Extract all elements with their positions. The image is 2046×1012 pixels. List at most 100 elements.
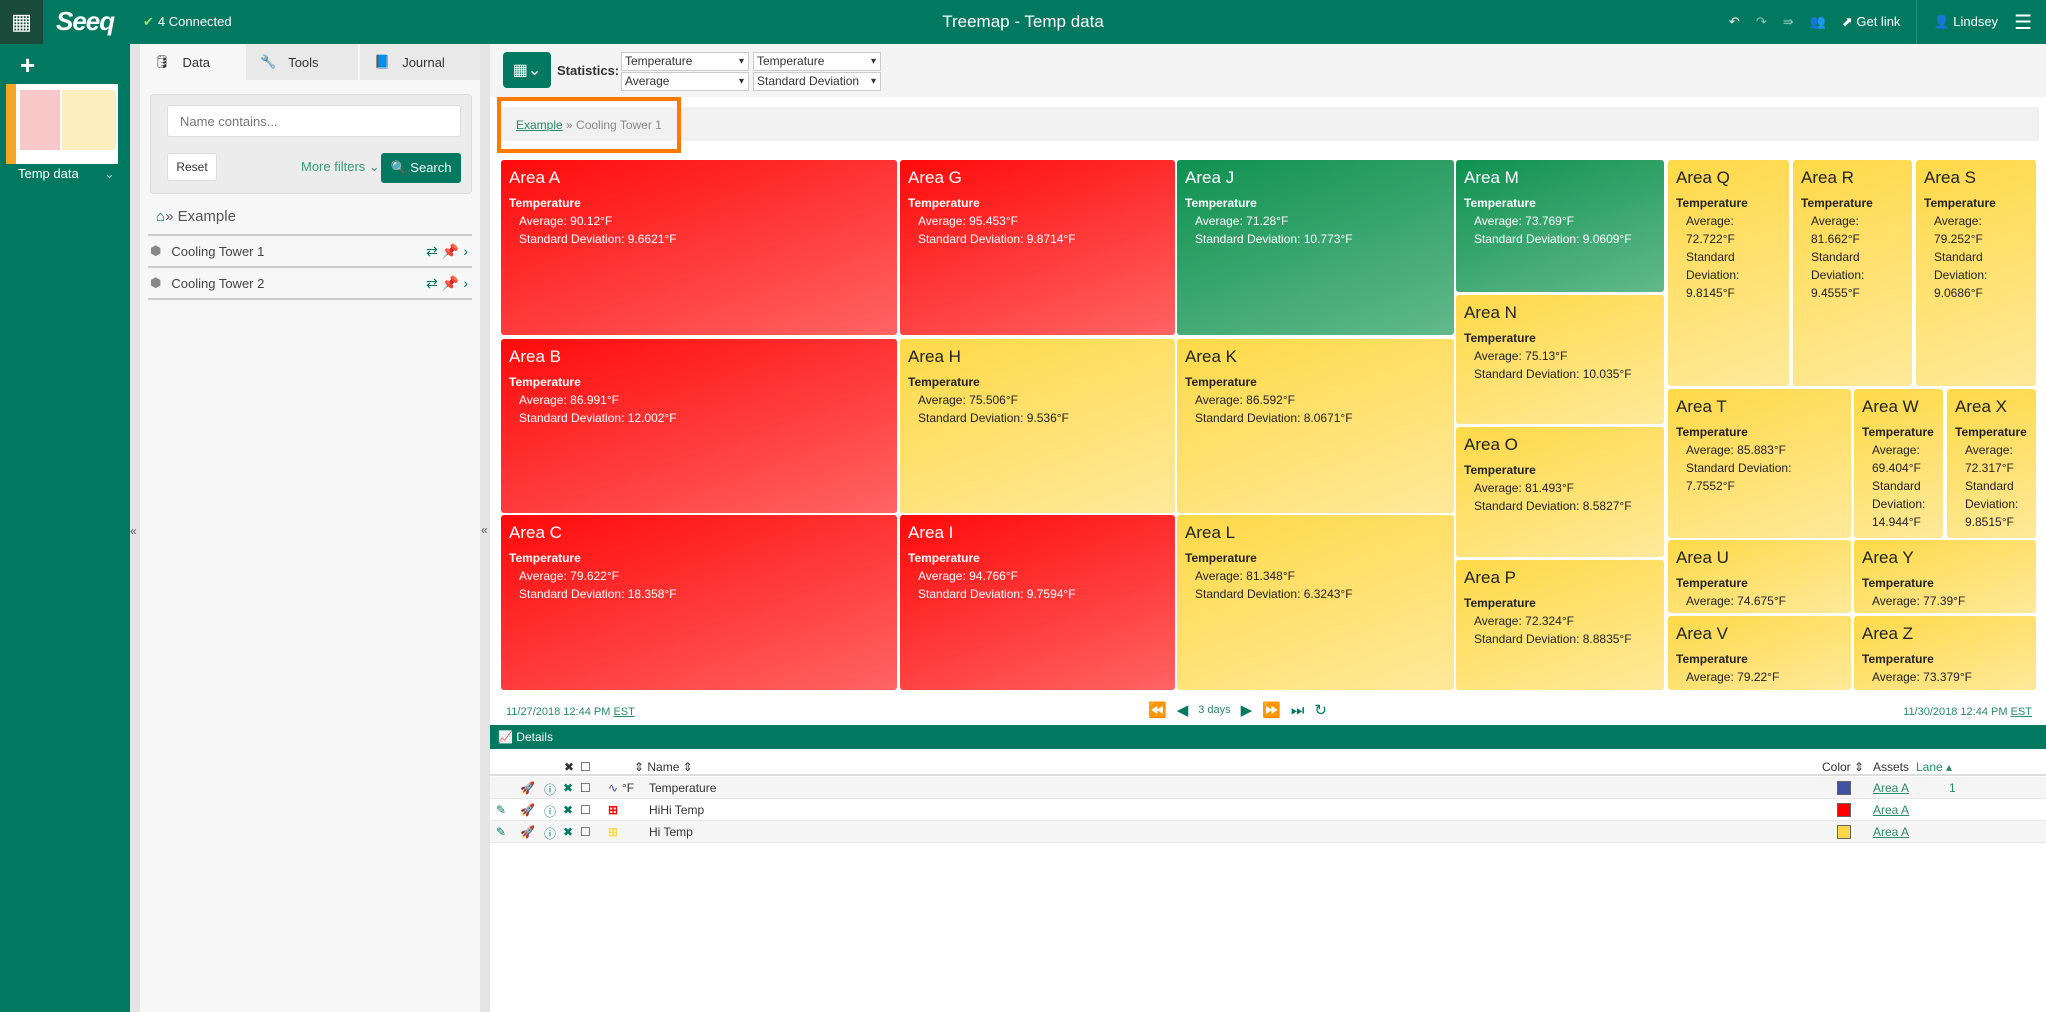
rocket-icon[interactable]: 🚀 [520, 781, 535, 795]
worksheet-label[interactable]: Temp data [18, 166, 79, 181]
treemap-tile[interactable]: Area J Temperature Average: 71.28°F Standar… [1177, 160, 1454, 335]
treemap-tile[interactable]: Area G Temperature Average: 95.453°F Standa… [900, 160, 1175, 335]
collapse-rail-icon[interactable]: « [130, 524, 137, 538]
treemap-tile[interactable]: Area P Temperature Average: 72.324°F Standa… [1456, 560, 1664, 690]
more-filters-link[interactable]: More filters ⌄ [301, 159, 380, 174]
color-swatch[interactable] [1837, 781, 1851, 795]
swap-icon[interactable]: ⇄ [426, 274, 442, 291]
chevron-right-icon[interactable]: › [463, 274, 472, 291]
seeq-logo[interactable]: Seeq [56, 6, 115, 36]
assets-column-header[interactable]: Assets [1873, 760, 1910, 774]
remove-icon[interactable]: ✖ [563, 781, 574, 795]
row-checkbox[interactable]: ☐ [580, 825, 591, 839]
treemap-tile[interactable]: Area Z Temperature Average: 73.379°F [1854, 616, 2036, 690]
treemap-tile[interactable]: Area S Temperature Average: 79.252°F Standa… [1916, 160, 2036, 386]
tab-data[interactable]: 🛢 Data [140, 44, 244, 80]
view-selector-button[interactable]: ▦ ⌄ [503, 52, 551, 88]
treemap-tile[interactable]: Area R Temperature Average: 81.662°F Standa… [1793, 160, 1912, 386]
treemap-tile[interactable]: Area C Temperature Average: 79.622°F Standa… [501, 515, 897, 690]
treemap-tile[interactable]: Area M Temperature Average: 73.769°F Standa… [1456, 160, 1664, 292]
jump-to-now-icon[interactable]: ⏭ [1290, 701, 1305, 719]
chevron-right-icon[interactable]: › [463, 242, 472, 259]
treemap-tile[interactable]: Area U Temperature Average: 74.675°F [1668, 540, 1851, 613]
add-worksheet-button[interactable]: + [20, 50, 36, 80]
users-icon[interactable]: 👥 [1809, 14, 1826, 29]
remove-all-icon[interactable]: ✖ [564, 760, 575, 774]
app-grid-icon[interactable]: ▦ [0, 0, 43, 44]
treemap-tile[interactable]: Area N Temperature Average: 75.13°F Standar… [1456, 295, 1664, 424]
asset-item[interactable]: ⬢ Cooling Tower 2 ⇄📌› [148, 266, 472, 300]
asset-link[interactable]: Area A [1873, 781, 1910, 795]
details-header[interactable]: 📈 Details [490, 725, 2046, 749]
step-forward-far-icon[interactable]: ⏩ [1262, 702, 1281, 719]
details-row[interactable]: ✎ 🚀 ⓘ ✖ ☐ ⊞ HiHi Temp Area A [490, 799, 2046, 821]
lane-column-header[interactable]: Lane ▴ [1916, 760, 1953, 774]
step-back-icon[interactable]: ◀ [1176, 702, 1189, 719]
details-row[interactable]: 🚀 ⓘ ✖ ☐ ∿ °F Temperature Area A 1 [490, 777, 2046, 799]
treemap-tile[interactable]: Area V Temperature Average: 79.22°F [1668, 616, 1851, 690]
asset-item[interactable]: ⬢ Cooling Tower 1 ⇄📌› [148, 234, 472, 266]
name-column-header[interactable]: ⇕ Name ⇕ [634, 760, 693, 774]
edit-icon[interactable]: ✎ [496, 825, 507, 839]
treemap-tile[interactable]: Area K Temperature Average: 86.592°F Standa… [1177, 339, 1454, 513]
rocket-icon[interactable]: 🚀 [520, 825, 535, 839]
edit-icon[interactable]: ✎ [496, 803, 507, 817]
treemap-tile[interactable]: Area O Temperature Average: 81.493°F Standa… [1456, 427, 1664, 557]
treemap-tile[interactable]: Area X Temperature Average: 72.317°F Standa… [1947, 389, 2036, 538]
breadcrumb-root-link[interactable]: Example [516, 118, 563, 132]
duration-value[interactable]: 3 days [1198, 704, 1231, 716]
undo-icon[interactable]: ↶ [1728, 14, 1740, 29]
step-back-far-icon[interactable]: ⏪ [1148, 702, 1167, 719]
worksheet-thumbnail[interactable] [6, 84, 118, 164]
treemap-tile[interactable]: Area B Temperature Average: 86.991°F Standa… [501, 339, 897, 513]
swap-icon[interactable]: ⇄ [426, 242, 442, 259]
info-icon[interactable]: ⓘ [544, 783, 557, 797]
asset-link[interactable]: Area A [1873, 803, 1910, 817]
pin-icon[interactable]: 📌 [441, 274, 464, 291]
home-icon[interactable]: ⌂ [156, 208, 166, 225]
get-link-button[interactable]: ⬈ Get link [1842, 14, 1901, 30]
treemap-tile[interactable]: Area W Temperature Average: 69.404°F Standa… [1854, 389, 1943, 538]
redo-icon[interactable]: ↷ [1755, 14, 1767, 29]
start-time[interactable]: 11/27/2018 12:44 PM EST [506, 706, 635, 718]
info-icon[interactable]: ⓘ [544, 827, 557, 841]
search-button[interactable]: 🔍 Search [381, 153, 461, 183]
remove-icon[interactable]: ✖ [563, 803, 574, 817]
select-all-checkbox[interactable]: ☐ [580, 760, 591, 774]
color-swatch[interactable] [1837, 825, 1851, 839]
reset-button[interactable]: Reset [167, 153, 217, 181]
treemap-tile[interactable]: Area T Temperature Average: 85.883°F Standa… [1668, 389, 1851, 538]
asset-breadcrumb[interactable]: ⌂» Example [156, 208, 236, 225]
timezone-link[interactable]: EST [2010, 706, 2032, 718]
connection-status[interactable]: ✔ 4 Connected [143, 14, 232, 30]
row-checkbox[interactable]: ☐ [580, 781, 591, 795]
treemap-tile[interactable]: Area A Temperature Average: 90.12°F Standar… [501, 160, 897, 335]
pin-icon[interactable]: 📌 [441, 242, 464, 259]
statistic-1-type-select[interactable]: Average [621, 72, 749, 91]
treemap-tile[interactable]: Area Y Temperature Average: 77.39°F [1854, 540, 2036, 613]
details-row[interactable]: ✎ 🚀 ⓘ ✖ ☐ ⊞ Hi Temp Area A [490, 821, 2046, 843]
color-swatch[interactable] [1837, 803, 1851, 817]
info-icon[interactable]: ⓘ [544, 805, 557, 819]
refresh-icon[interactable]: ↻ [1314, 702, 1327, 719]
redo-all-icon[interactable]: ⇛ [1782, 14, 1794, 29]
color-column-header[interactable]: Color ⇕ [1822, 760, 1865, 774]
treemap-tile[interactable]: Area L Temperature Average: 81.348°F Standa… [1177, 515, 1454, 690]
name-search-input[interactable] [167, 105, 461, 137]
statistic-2-type-select[interactable]: Standard Deviation [753, 72, 881, 91]
statistic-1-signal-select[interactable]: Temperature [621, 52, 749, 71]
lane-number[interactable]: 1 [1949, 781, 1956, 795]
chevron-down-icon[interactable]: ⌄ [104, 166, 115, 181]
rocket-icon[interactable]: 🚀 [520, 803, 535, 817]
tab-journal[interactable]: 📘 Journal [360, 44, 480, 80]
collapse-panel-icon[interactable]: « [481, 523, 488, 537]
remove-icon[interactable]: ✖ [563, 825, 574, 839]
hamburger-menu-icon[interactable]: ☰ [2014, 11, 2032, 34]
statistic-2-signal-select[interactable]: Temperature [753, 52, 881, 71]
tab-tools[interactable]: 🔧 Tools [246, 44, 358, 80]
treemap-tile[interactable]: Area I Temperature Average: 94.766°F Standa… [900, 515, 1175, 690]
step-forward-icon[interactable]: ▶ [1240, 702, 1253, 719]
timezone-link[interactable]: EST [613, 706, 635, 718]
treemap-tile[interactable]: Area H Temperature Average: 75.506°F Standa… [900, 339, 1175, 513]
row-checkbox[interactable]: ☐ [580, 803, 591, 817]
